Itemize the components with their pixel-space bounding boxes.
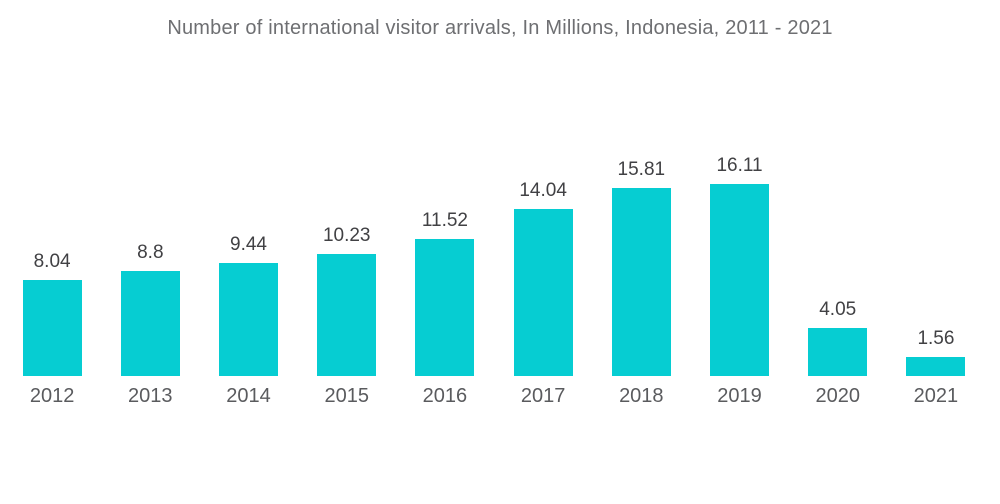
x-axis-tick-label: 2017 [520, 385, 566, 407]
bar-column: 11.52 2016 [396, 58, 494, 410]
bar-value-label: 10.23 [322, 225, 371, 246]
x-axis-tick-label: 2014 [226, 385, 271, 407]
x-axis-tick-label: 2018 [619, 385, 664, 407]
bar-value-label: 15.81 [617, 159, 666, 180]
bar [906, 357, 966, 376]
bar [22, 280, 82, 376]
bar-value-label: 9.44 [230, 234, 267, 255]
bar [710, 184, 770, 376]
bar-column: 8.04 2012 [3, 58, 101, 410]
bar-value-label: 11.52 [421, 210, 468, 231]
bar-chart: 8.04 2012 8.8 2013 9.44 2014 10.23 2015 … [3, 58, 985, 410]
bar [415, 239, 475, 376]
bar-column: 9.44 2014 [199, 58, 297, 410]
bar-column: 16.11 2019 [690, 58, 788, 410]
chart-title: Number of international visitor arrivals… [167, 17, 833, 39]
bar-value-label: 8.8 [137, 242, 164, 263]
bar [219, 263, 278, 376]
x-axis-tick-label: 2016 [422, 385, 468, 407]
x-axis-tick-label: 2019 [717, 385, 762, 407]
bar-column: 10.23 2015 [298, 58, 396, 410]
x-axis-tick-label: 2012 [29, 385, 75, 407]
bar-value-label: 14.04 [519, 180, 567, 201]
bar [513, 209, 573, 376]
x-axis-tick-label: 2015 [324, 385, 369, 407]
bar [120, 271, 180, 376]
bar [317, 254, 377, 376]
bar-column: 1.56 2021 [887, 58, 985, 410]
bar-value-label: 4.05 [819, 299, 857, 320]
x-axis-tick-label: 2020 [815, 385, 860, 407]
bar-value-label: 1.56 [917, 328, 955, 349]
bar-column: 14.04 2017 [494, 58, 592, 410]
bar-column: 4.05 2020 [789, 58, 887, 410]
x-axis-tick-label: 2013 [128, 385, 173, 407]
bar-column: 15.81 2018 [592, 58, 690, 410]
bar [808, 328, 868, 376]
bar-value-label: 8.04 [33, 251, 71, 272]
bar-value-label: 16.11 [716, 155, 763, 176]
bar [611, 188, 671, 376]
x-axis-tick-label: 2021 [913, 385, 959, 407]
bar-column: 8.8 2013 [101, 58, 199, 410]
